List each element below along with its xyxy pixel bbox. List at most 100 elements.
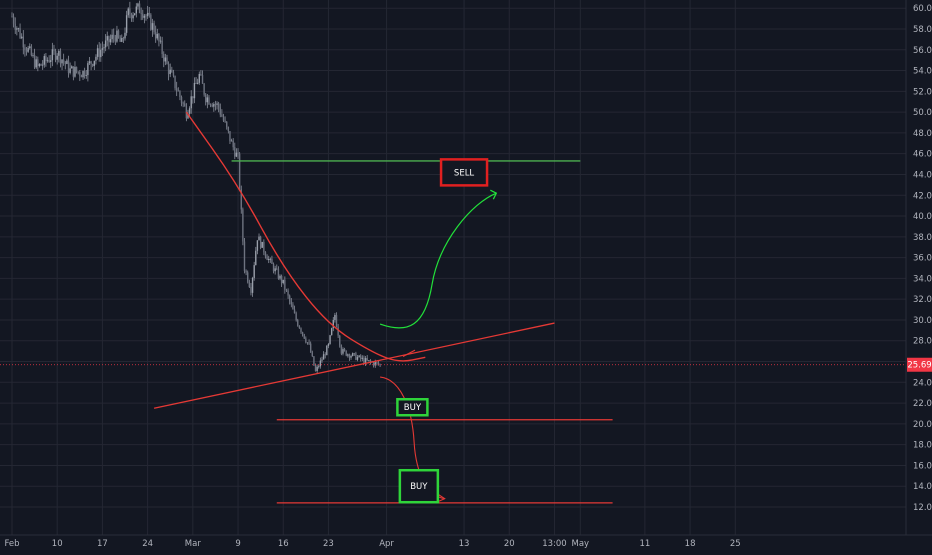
candle-body	[309, 343, 312, 353]
y-tick-label: 40.00	[913, 212, 932, 222]
candle-body	[255, 250, 257, 266]
candle-body	[335, 314, 338, 327]
candle-body	[156, 33, 159, 39]
buy-signal-box[interactable]	[398, 468, 440, 504]
candle-body	[16, 28, 18, 30]
candle-body	[360, 355, 362, 359]
candle-body	[235, 152, 238, 157]
candle-body	[40, 64, 42, 66]
candlesticks	[11, 0, 381, 374]
candle-body	[203, 83, 205, 95]
price-axis[interactable]: 12.0014.0016.0018.0020.0022.0024.0026.00…	[905, 0, 932, 535]
candle-body	[279, 275, 281, 279]
candle-body	[167, 63, 170, 75]
grid	[0, 0, 906, 535]
candle-body	[363, 357, 365, 363]
candle-body	[20, 36, 23, 38]
candle-body	[125, 15, 128, 33]
candle-body	[138, 3, 141, 13]
candle-body	[237, 152, 239, 154]
candle-body	[280, 275, 283, 284]
candle-body	[211, 104, 213, 107]
candle-body	[266, 256, 268, 260]
candle-body	[263, 241, 265, 253]
candle-body	[95, 56, 97, 61]
candle-body	[116, 30, 118, 42]
candle-body	[288, 295, 291, 302]
bullish-projection-arrow[interactable]	[379, 192, 497, 329]
y-tick-label: 48.00	[913, 129, 932, 139]
candle-body	[345, 350, 347, 356]
buy-label: BUY	[410, 482, 428, 492]
candle-body	[171, 69, 173, 73]
arrowhead-icon	[402, 349, 416, 357]
support-trendline[interactable]	[153, 322, 555, 409]
candle-body	[206, 97, 209, 103]
candle-body	[293, 309, 296, 314]
candle-body	[209, 104, 212, 106]
x-tick-label: 25	[730, 539, 741, 549]
candle-body	[369, 360, 372, 362]
candle-body	[19, 28, 21, 38]
candle-body	[329, 335, 331, 344]
y-tick-label: 42.00	[913, 191, 932, 201]
buy-signal-box[interactable]	[396, 397, 429, 417]
candle-body	[305, 338, 307, 343]
candle-body	[132, 15, 134, 19]
candle-body	[62, 59, 65, 62]
candle-body	[59, 50, 62, 64]
candle-body	[35, 59, 37, 68]
candle-body	[377, 362, 380, 365]
candle-body	[216, 103, 218, 105]
candle-body	[314, 365, 317, 372]
x-tick-label: May	[572, 539, 590, 549]
y-tick-label: 34.00	[913, 274, 932, 284]
candle-body	[38, 64, 41, 67]
candle-body	[227, 126, 230, 132]
candle-body	[321, 359, 323, 361]
candle-body	[54, 51, 57, 60]
candle-body	[301, 332, 304, 335]
sell-signal-box[interactable]	[439, 158, 489, 187]
arrowhead-icon	[437, 494, 446, 503]
candle-body	[251, 277, 254, 293]
candle-body	[222, 116, 225, 121]
candle-body	[154, 32, 157, 39]
candle-body	[213, 104, 215, 107]
candle-body	[230, 140, 233, 142]
y-tick-label: 58.00	[913, 25, 932, 35]
candle-body	[351, 353, 354, 356]
candle-body	[374, 362, 376, 366]
candle-body	[72, 66, 75, 77]
candle-body	[104, 40, 107, 48]
candle-body	[113, 34, 115, 38]
y-tick-label: 24.00	[913, 378, 932, 388]
candle-body	[282, 279, 284, 284]
candle-body	[166, 57, 168, 64]
candle-body	[243, 241, 246, 271]
annotations[interactable]: SELL BUY BUY	[396, 158, 489, 504]
candle-body	[198, 74, 200, 83]
y-tick-label: 60.00	[913, 4, 932, 14]
candle-body	[148, 12, 150, 15]
candle-body	[58, 50, 60, 56]
y-tick-label: 22.00	[913, 399, 932, 409]
time-axis[interactable]: Feb 10 17 24 Mar 9 16 23 Apr 13 20 13:00 May 11 18 25	[0, 534, 932, 549]
candle-body	[41, 64, 44, 66]
candle-body	[285, 289, 288, 291]
candle-body	[353, 353, 355, 354]
x-tick-label: 13	[459, 539, 470, 549]
x-tick-label: 23	[323, 539, 334, 549]
y-tick-label: 44.00	[913, 170, 932, 180]
candle-body	[247, 272, 249, 282]
resistance-curve[interactable]	[185, 111, 426, 362]
candle-body	[130, 13, 133, 19]
candle-body	[319, 360, 322, 367]
y-tick-label: 28.00	[913, 337, 932, 347]
candle-body	[295, 313, 297, 321]
candle-body	[169, 69, 171, 75]
y-tick-label: 46.00	[913, 150, 932, 160]
candle-body	[214, 104, 217, 105]
